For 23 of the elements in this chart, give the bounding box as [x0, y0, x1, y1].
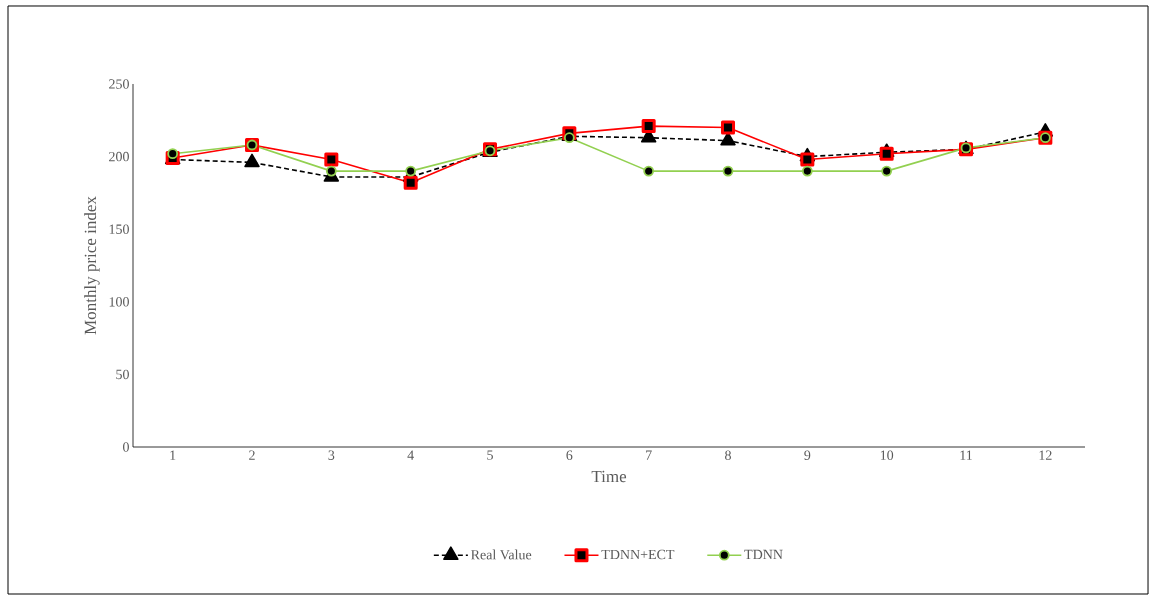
x-tick-label: 8	[725, 450, 731, 460]
y-axis-title: Monthly price index	[84, 196, 100, 335]
x-tick-label: 2	[249, 450, 255, 460]
x-tick-label: 9	[804, 450, 811, 460]
y-tick-label: 250	[109, 79, 129, 89]
y-tick-label: 150	[109, 224, 129, 234]
legend-label: TDNN+ECT	[601, 549, 675, 560]
x-axis-title: Time	[591, 470, 627, 483]
x-tick-label: 7	[646, 450, 652, 460]
x-tick-label: 1	[170, 450, 176, 460]
x-tick-label: 5	[487, 450, 493, 460]
legend-label: TDNN	[744, 549, 783, 560]
x-tick-label: 4	[407, 450, 414, 460]
x-tick-label: 6	[566, 450, 573, 460]
legend-label: Real Value	[471, 549, 532, 560]
x-tick-label: 10	[880, 450, 894, 460]
y-tick-label: 200	[109, 151, 129, 162]
x-tick-label: 12	[1039, 450, 1052, 460]
x-tick-label: 3	[328, 450, 335, 460]
y-tick-label: 100	[109, 297, 129, 307]
y-tick-label: 50	[116, 369, 129, 380]
x-tick-label: 11	[960, 450, 972, 460]
y-tick-label: 0	[123, 442, 129, 452]
